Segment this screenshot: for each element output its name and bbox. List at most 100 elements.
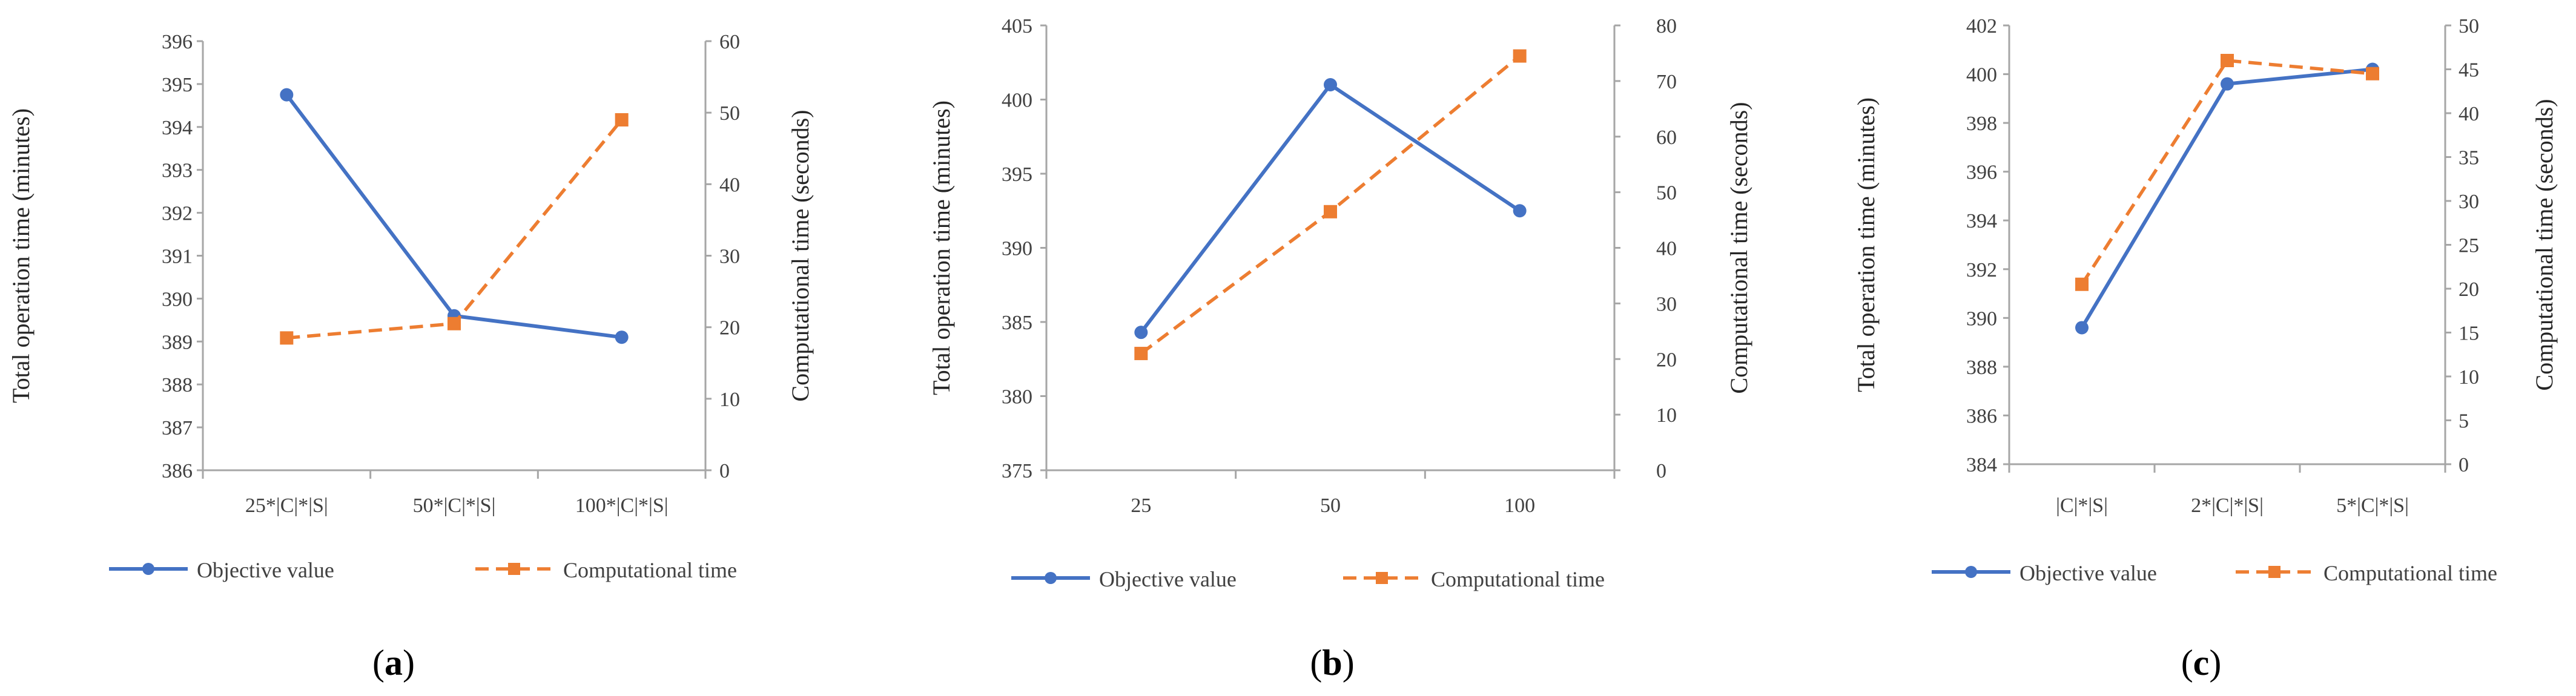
y-left-tick-label: 393: [162, 160, 193, 182]
y-left-tick-label: 398: [1966, 113, 1997, 135]
chart-panel-b: 3753803853903954004050102030405060708025…: [928, 15, 1752, 683]
y-right-tick-label: 20: [719, 317, 740, 340]
x-category-label: 5*|C|*|S|: [2336, 494, 2409, 517]
computational-time-point: [1513, 49, 1527, 63]
legend-computational-label: Computational time: [1431, 567, 1605, 591]
chart-panel-a: 386 387 388 389 390 391 392 393 394 395 396 0 10 20 30…: [7, 31, 814, 683]
x-category-label: 2*|C|*|S|: [2191, 494, 2264, 517]
y-left-tick-label: 385: [1002, 312, 1032, 334]
computational-time-line: [2080, 59, 2373, 286]
y-right-tick-label: 45: [2459, 59, 2479, 82]
y-left-tick-label: 390: [1002, 238, 1032, 260]
y-left-tick-label: 395: [1002, 163, 1032, 186]
y-right-axis-title: Computational time (seconds): [787, 110, 814, 401]
chart-panel-c: 384 386 388 390 392 394 396 398 400 402 0 5 10 15 20 25…: [1852, 15, 2558, 683]
y-left-tick-label: 394: [1966, 210, 1997, 232]
panel-label-letter: c: [2193, 643, 2210, 683]
computational-time-point: [447, 317, 461, 330]
y-right-tick-label: 80: [1656, 15, 1677, 38]
chart-legend: Objective value Computational time: [1011, 567, 1605, 591]
computational-time-point: [2221, 54, 2234, 67]
y-left-tick-label: 388: [1966, 356, 1997, 379]
y-right-tick-label: 25: [2459, 235, 2479, 257]
legend-computational-swatch-marker: [1376, 572, 1388, 584]
computational-time-line: [1140, 54, 1521, 355]
x-category-label: 50: [1320, 494, 1341, 517]
objective-value-point: [615, 330, 629, 344]
y-left-tick-label: 386: [1966, 405, 1997, 427]
chart-legend: Objective value Computational time: [1932, 561, 2497, 585]
y-right-tick-label: 20: [1656, 349, 1677, 371]
y-right-tick-label: 40: [719, 174, 740, 196]
legend-objective-swatch-marker: [1045, 572, 1057, 584]
y-right-tick-label: 10: [2459, 366, 2479, 389]
legend-objective-label: Objective value: [197, 558, 334, 582]
panel-label-letter: b: [1322, 643, 1342, 683]
computational-time-point: [1324, 205, 1337, 218]
y-right-axis-title: Computational time (seconds): [2531, 99, 2558, 390]
y-left-tick-label: 392: [1966, 259, 1997, 281]
y-left-tick-label: 400: [1002, 90, 1032, 112]
y-left-tick-label: 405: [1002, 15, 1032, 38]
legend-computational-label: Computational time: [563, 558, 737, 582]
y-left-tick-label: 395: [162, 74, 193, 96]
y-left-tick-label: 396: [1966, 162, 1997, 184]
y-left-tick-label: 390: [1966, 307, 1997, 330]
y-left-tick-label: 388: [162, 374, 193, 396]
y-left-tick-label: 391: [162, 246, 193, 268]
y-right-tick-label: 70: [1656, 71, 1677, 93]
x-category-label: |C|*|S|: [2056, 494, 2108, 517]
legend-computational-swatch-marker: [2268, 566, 2280, 578]
y-right-tick-label: 60: [1656, 126, 1677, 149]
objective-value-point: [1324, 78, 1337, 91]
y-left-tick-label: 402: [1966, 15, 1997, 38]
y-left-axis-title: Total operation time (minutes): [928, 100, 955, 395]
y-right-tick-label: 20: [2459, 278, 2479, 301]
panel-label: (b): [1310, 643, 1354, 683]
y-right-tick-label: 30: [1656, 293, 1677, 315]
chart-legend: Objective value Computational time: [109, 558, 737, 582]
x-category-label: 50*|C|*|S|: [413, 494, 496, 517]
panel-label: (a): [372, 643, 415, 683]
y-left-tick-label: 389: [162, 331, 193, 353]
y-right-tick-label: 0: [719, 460, 730, 482]
x-category-label: 25: [1131, 494, 1151, 517]
y-right-tick-label: 0: [1656, 460, 1666, 482]
y-right-tick-label: 10: [1656, 404, 1677, 427]
y-right-tick-label: 50: [2459, 15, 2479, 38]
computational-time-point: [2366, 67, 2379, 80]
y-right-tick-label: 40: [1656, 238, 1677, 260]
legend-objective-label: Objective value: [1099, 567, 1237, 591]
y-left-tick-label: 387: [162, 417, 193, 439]
x-category-label: 100*|C|*|S|: [575, 494, 669, 517]
y-left-axis-title: Total operation time (minutes): [1852, 97, 1880, 392]
y-left-tick-label: 380: [1002, 386, 1032, 409]
computational-time-point: [2075, 277, 2089, 291]
computational-time-line: [286, 119, 623, 340]
objective-value-point: [1513, 204, 1527, 218]
legend-objective-label: Objective value: [2020, 561, 2157, 585]
computational-time-point: [1134, 347, 1148, 361]
y-right-tick-label: 30: [2459, 191, 2479, 213]
y-right-tick-label: 10: [719, 389, 740, 411]
objective-value-point: [2075, 321, 2089, 335]
legend-objective-swatch-marker: [1965, 566, 1977, 578]
legend-computational-label: Computational time: [2323, 561, 2497, 585]
y-right-tick-label: 50: [1656, 182, 1677, 205]
objective-value-point: [280, 88, 294, 102]
y-right-axis-title: Computational time (seconds): [1725, 102, 1752, 393]
panel-label-letter: a: [385, 643, 403, 683]
y-right-tick-label: 40: [2459, 103, 2479, 125]
y-right-tick-label: 15: [2459, 323, 2479, 345]
y-right-tick-label: 35: [2459, 147, 2479, 169]
legend-computational-swatch-marker: [508, 563, 520, 575]
objective-value-point: [1134, 326, 1148, 340]
y-left-tick-label: 394: [162, 117, 193, 139]
y-left-tick-label: 400: [1966, 64, 1997, 87]
computational-time-point: [280, 331, 294, 345]
y-right-tick-label: 5: [2459, 410, 2469, 433]
x-category-label: 100: [1504, 494, 1535, 517]
y-left-tick-label: 392: [162, 203, 193, 225]
y-left-axis-title: Total operation time (minutes): [7, 108, 35, 403]
